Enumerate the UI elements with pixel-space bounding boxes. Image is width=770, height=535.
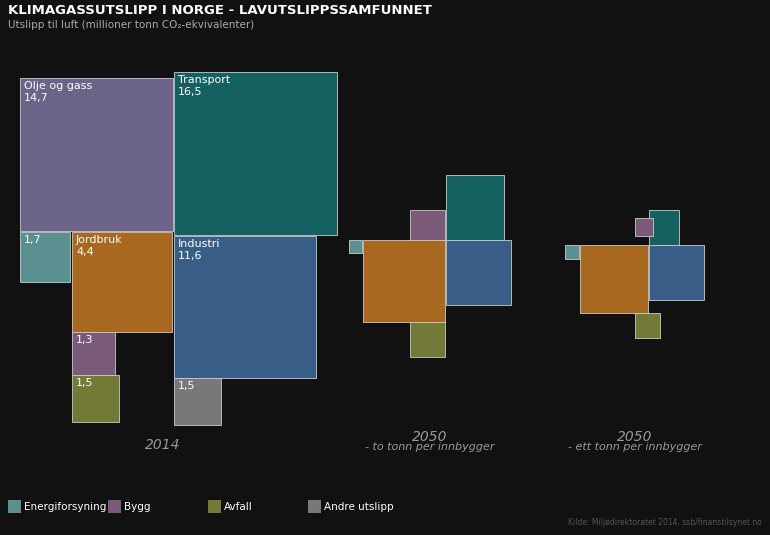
Bar — [635, 218, 653, 236]
Bar — [308, 500, 321, 513]
Text: Transport
16,5: Transport 16,5 — [178, 75, 230, 97]
Text: Andre utslipp: Andre utslipp — [324, 501, 393, 511]
Bar — [174, 72, 337, 235]
Bar — [349, 240, 362, 253]
Text: Kilde: Miljødirektoratet 2014, ssb/finanstilsynet.no: Kilde: Miljødirektoratet 2014, ssb/finan… — [568, 518, 762, 527]
Bar — [72, 232, 172, 332]
Text: Energiforsyning: Energiforsyning — [24, 501, 106, 511]
Bar — [565, 245, 579, 259]
Bar — [446, 240, 511, 305]
Text: - to tonn per innbygger: - to tonn per innbygger — [365, 442, 495, 452]
Bar — [174, 378, 221, 425]
Text: 1,3: 1,3 — [76, 335, 93, 345]
Bar — [20, 78, 173, 231]
Bar — [208, 500, 221, 513]
Bar — [72, 375, 119, 422]
Text: KLIMAGASSUTSLIPP I NORGE - LAVUTSLIPPSSAMFUNNET: KLIMAGASSUTSLIPP I NORGE - LAVUTSLIPPSSA… — [8, 4, 432, 17]
Bar — [363, 240, 445, 322]
Bar — [635, 313, 660, 338]
Bar — [8, 500, 21, 513]
Bar — [108, 500, 121, 513]
Bar — [446, 175, 504, 240]
Text: 1,7: 1,7 — [24, 235, 42, 245]
Text: Jordbruk
4,4: Jordbruk 4,4 — [76, 235, 122, 257]
Text: 1,5: 1,5 — [76, 378, 93, 388]
Bar — [72, 332, 115, 375]
Text: 2050: 2050 — [618, 430, 653, 444]
Bar — [410, 210, 445, 240]
Bar — [174, 236, 316, 378]
Text: Industri
11,6: Industri 11,6 — [178, 239, 220, 261]
Text: 2050: 2050 — [412, 430, 447, 444]
Bar — [410, 322, 445, 357]
Bar — [580, 245, 648, 313]
Bar — [20, 232, 70, 282]
Text: Avfall: Avfall — [224, 501, 253, 511]
Text: 1,5: 1,5 — [178, 381, 196, 391]
Text: Olje og gass
14,7: Olje og gass 14,7 — [24, 81, 92, 103]
Text: 2014: 2014 — [146, 438, 181, 452]
Bar — [649, 245, 704, 300]
Bar — [649, 210, 679, 245]
Text: Utslipp til luft (millioner tonn CO₂-ekvivalenter): Utslipp til luft (millioner tonn CO₂-ekv… — [8, 20, 254, 30]
Text: - ett tonn per innbygger: - ett tonn per innbygger — [568, 442, 702, 452]
Text: Bygg: Bygg — [124, 501, 150, 511]
